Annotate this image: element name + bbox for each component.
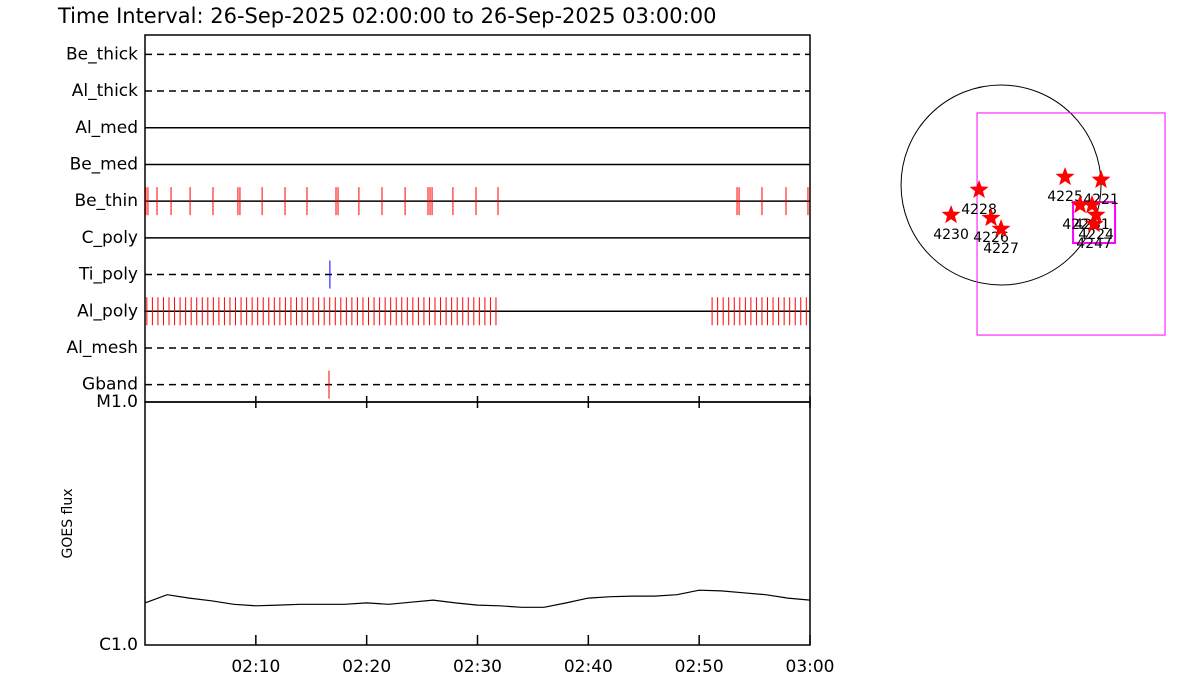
region-label: 4225: [1047, 189, 1083, 205]
field-of-view: [976, 112, 1166, 336]
region-marker: [1055, 167, 1075, 186]
row-label: Be_med: [70, 154, 138, 174]
x-tick-label: 02:50: [675, 657, 724, 677]
x-tick-label: 02:10: [231, 657, 280, 677]
region-label: 4230: [933, 227, 969, 243]
row-label: C_poly: [82, 228, 138, 248]
region-label: 4224: [1078, 227, 1114, 243]
row-label: Gband: [82, 375, 138, 395]
region-marker: [941, 205, 961, 224]
region-label: 4226: [973, 230, 1009, 246]
region-marker: [1070, 195, 1090, 214]
region-marker: [1082, 195, 1102, 214]
region-label: 4247: [1076, 236, 1112, 252]
row-label: Ti_poly: [78, 265, 138, 285]
row-label: Be_thin: [74, 191, 138, 211]
row-label: Al_thick: [72, 81, 138, 101]
row-label: Al_med: [75, 118, 138, 138]
region-marker: [1086, 205, 1106, 224]
solar-disk: [900, 84, 1102, 286]
y-axis-label: GOES flux: [60, 488, 76, 558]
row-label: Be_thick: [66, 44, 138, 64]
x-tick-label: 02:30: [453, 657, 502, 677]
region-label: 4227: [983, 241, 1019, 257]
region-marker: [991, 219, 1011, 238]
region-label: 4228: [961, 202, 997, 218]
x-tick-label: 02:40: [564, 657, 613, 677]
x-tick-label: 02:20: [342, 657, 391, 677]
chart-title: Time Interval: 26-Sep-2025 02:00:00 to 2…: [57, 4, 716, 28]
row-label: Al_poly: [77, 301, 138, 321]
x-tick-label: 03:00: [786, 657, 835, 677]
region-marker: [981, 208, 1001, 227]
panel-frame: [144, 401, 811, 646]
row-label: Al_mesh: [66, 338, 138, 358]
region-marker: [1084, 214, 1104, 233]
y-tick-label: M1.0: [96, 392, 138, 412]
panel-frame: [144, 34, 811, 403]
region-marker: [969, 179, 989, 198]
flux-line: [144, 589, 811, 608]
region-marker: [1091, 169, 1111, 188]
y-tick-label: C1.0: [99, 635, 138, 655]
